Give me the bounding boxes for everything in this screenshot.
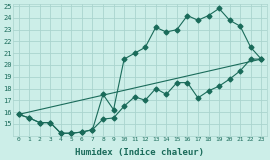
X-axis label: Humidex (Indice chaleur): Humidex (Indice chaleur) [75,148,204,156]
